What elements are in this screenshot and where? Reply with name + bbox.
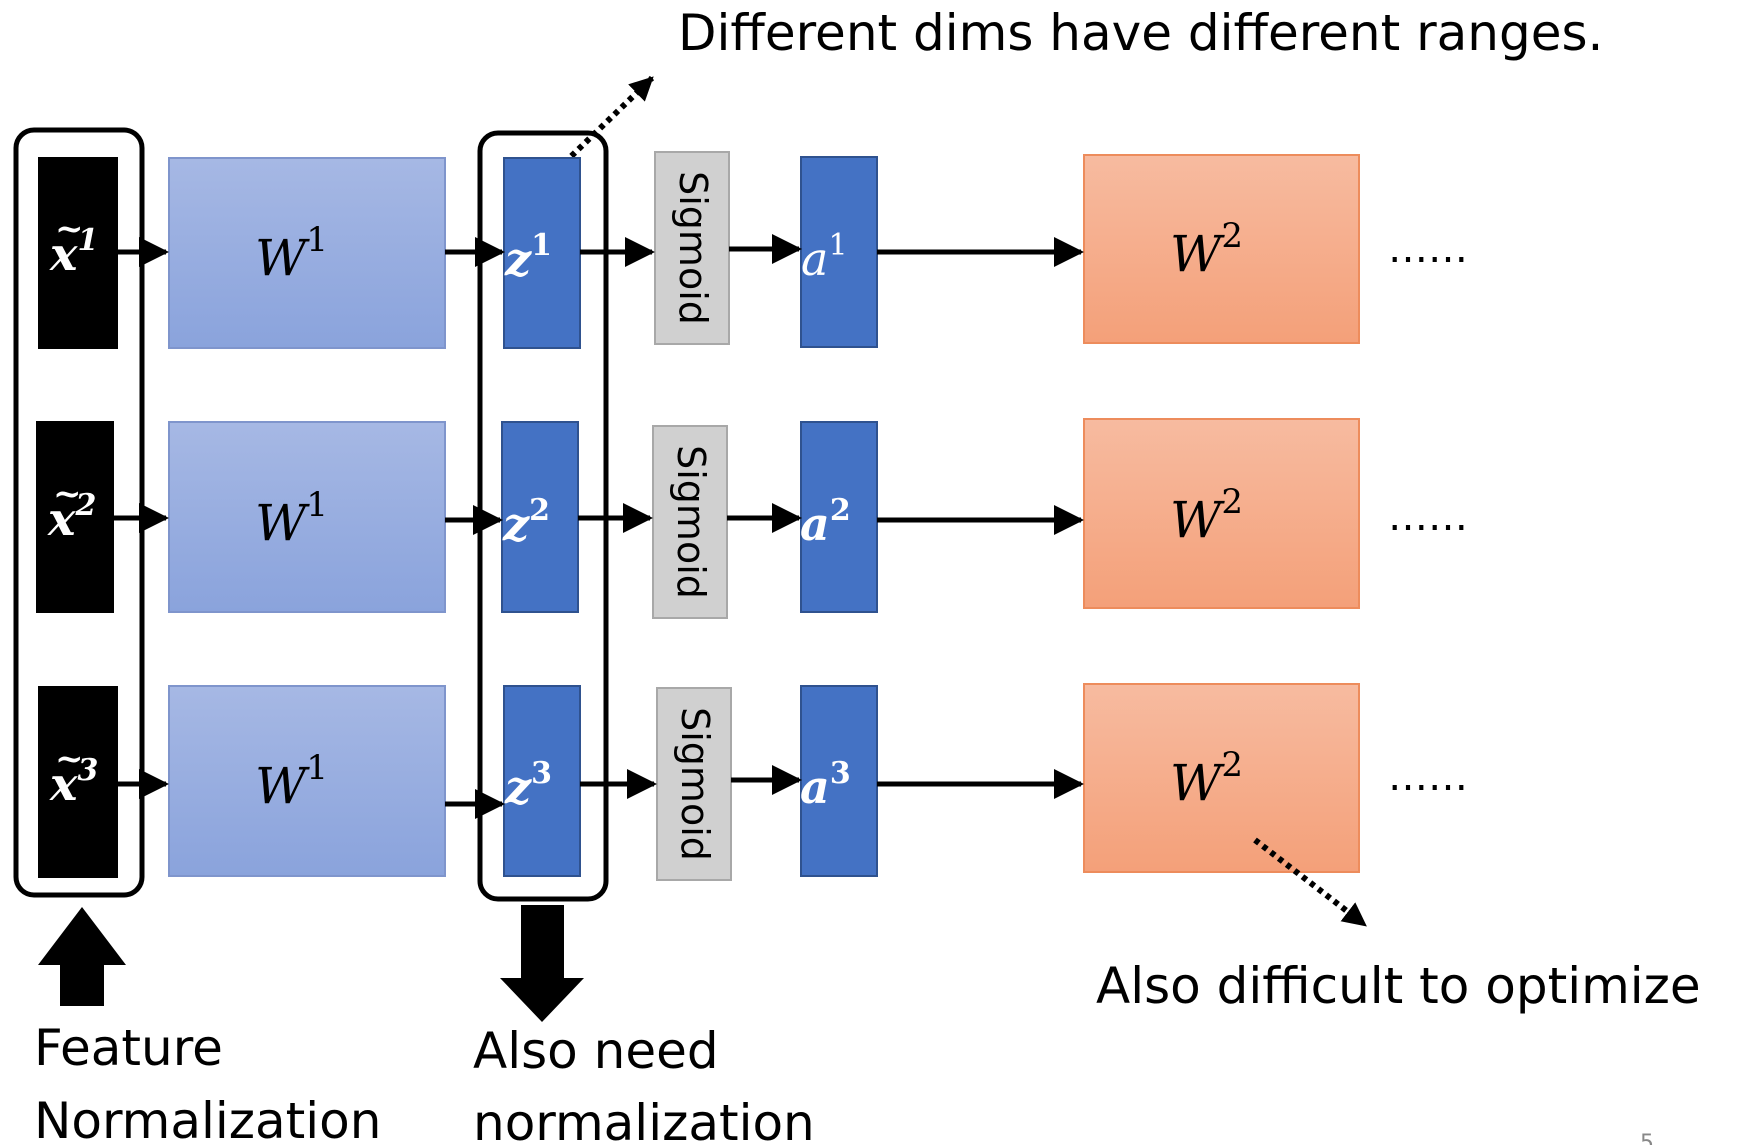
z-normalization-down-arrow	[500, 905, 584, 1022]
w1-label-1: W1	[255, 220, 328, 287]
input-tilde-3: ~	[55, 739, 84, 779]
right-annotation: Also difficult to optimize	[1096, 957, 1701, 1015]
z-box-3	[503, 685, 581, 877]
feature-normalization-label-line2: Normalization	[34, 1092, 381, 1145]
also-need-label-line2: normalization	[473, 1094, 815, 1145]
z-label-3: z3	[504, 756, 552, 814]
input-label-1: x1	[49, 223, 98, 281]
z-box-2	[501, 421, 579, 613]
w2-box-1	[1083, 154, 1360, 344]
feature-normalization-up-arrow	[38, 907, 126, 1006]
row-1: x1 ~ W1 z1 Sigmoid a1 W2 ……	[38, 151, 1468, 349]
w1-box-2	[168, 421, 446, 613]
row-3: x3 ~ W1 z3 Sigmoid a3 W2 ……	[38, 683, 1468, 881]
input-label-3: x3	[49, 753, 98, 811]
also-need-label-line1: Also need	[473, 1022, 719, 1080]
w1-label-3: W1	[255, 748, 328, 815]
input-label-2: x2	[47, 488, 96, 546]
z-label-1: z1	[504, 228, 552, 286]
a-box-2	[800, 421, 878, 613]
w1-box-3	[168, 685, 446, 877]
w2-label-3: W2	[1170, 745, 1243, 812]
w2-label-1: W2	[1170, 216, 1243, 283]
top-annotation-dotted-arrow	[554, 75, 655, 173]
sigmoid-label-3: Sigmoid	[673, 707, 717, 861]
input-tilde-2: ~	[53, 474, 82, 514]
w1-label-2: W1	[255, 485, 328, 552]
sigmoid-box-3	[656, 687, 732, 881]
z-label-2: z2	[502, 493, 550, 551]
input-tilde-1: ~	[55, 209, 84, 249]
sigmoid-label-2: Sigmoid	[669, 445, 713, 599]
a-label-2: a2	[800, 493, 851, 551]
w2-box-3	[1083, 683, 1360, 873]
continuation-3: ……	[1388, 754, 1468, 800]
sigmoid-label-1: Sigmoid	[671, 171, 715, 325]
row-2: x2 ~ W1 z2 Sigmoid a2 W2 ……	[36, 418, 1468, 619]
input-box-3	[38, 686, 118, 878]
right-annotation-dotted-arrow	[1253, 837, 1367, 928]
sigmoid-box-2	[652, 425, 728, 619]
a-label-1: a1	[801, 228, 848, 286]
a-box-3	[800, 685, 878, 877]
feature-normalization-label-line1: Feature	[34, 1019, 223, 1077]
w2-label-2: W2	[1170, 482, 1243, 549]
input-box-2	[36, 421, 114, 613]
continuation-1: ……	[1388, 226, 1468, 272]
w2-box-2	[1083, 418, 1360, 609]
a-label-3: a3	[800, 756, 851, 814]
w1-box-1	[168, 157, 446, 349]
continuation-2: ……	[1388, 494, 1468, 540]
top-annotation: Different dims have different ranges.	[678, 4, 1603, 62]
page-number: 5	[1640, 1131, 1654, 1145]
input-box-1	[38, 157, 118, 349]
